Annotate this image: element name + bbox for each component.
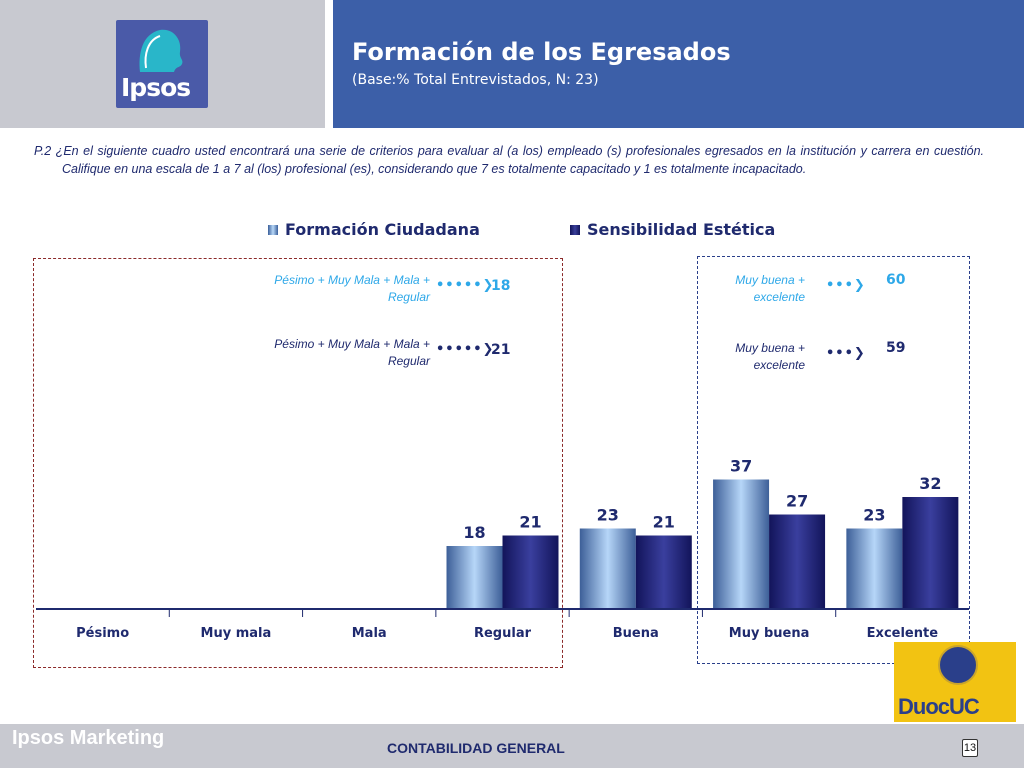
page-number: 13 <box>962 739 978 757</box>
logo-text: Ipsos <box>121 73 191 102</box>
annotation-left-1-value: 18 <box>491 278 511 294</box>
question-text: P.2 ¿En el siguiente cuadro usted encont… <box>34 144 984 176</box>
legend-swatch-formacion <box>268 224 278 235</box>
annotation-right-1-label: Muy buena + excelente <box>735 273 805 304</box>
arrow-icon: •••❯ <box>826 346 866 361</box>
legend-label-formacion: Formación Ciudadana <box>285 220 480 239</box>
bar-sensibilidad <box>635 535 692 609</box>
annotation-right-2-value: 59 <box>886 340 906 356</box>
duoc-uc-logo: DuocUC <box>894 642 1016 722</box>
header-band <box>333 0 1024 128</box>
legend-item-formacion: Formación Ciudadana <box>268 220 480 239</box>
positive-group-box <box>697 256 970 664</box>
footer-brand: Ipsos Marketing <box>12 727 165 749</box>
x-tick-label: Buena <box>613 626 659 641</box>
data-label: 23 <box>597 506 619 525</box>
footer-course: CONTABILIDAD GENERAL <box>387 740 565 756</box>
annotation-left-2-value: 21 <box>491 342 511 358</box>
annotation-left-2-label: Pésimo + Muy Mala + Mala + Regular <box>274 337 430 368</box>
seal-icon <box>938 645 978 685</box>
footer-bar <box>0 724 1024 768</box>
arrow-icon: •••••❯ <box>436 342 495 357</box>
head-silhouette-icon <box>130 24 190 74</box>
legend-label-sensibilidad: Sensibilidad Estética <box>587 220 776 239</box>
legend-swatch-sensibilidad <box>570 224 580 235</box>
annotation-left-1-label: Pésimo + Muy Mala + Mala + Regular <box>274 273 430 304</box>
negative-group-box <box>33 258 563 668</box>
page-title: Formación de los Egresados <box>352 38 731 66</box>
bar-formacion <box>579 528 636 609</box>
annotation-right-2-label: Muy buena + excelente <box>735 341 805 372</box>
arrow-icon: •••❯ <box>826 278 866 293</box>
annotation-right-1-value: 60 <box>886 272 906 288</box>
data-label: 21 <box>653 513 675 532</box>
page-subtitle: (Base:% Total Entrevistados, N: 23) <box>352 72 599 88</box>
duoc-logo-text: DuocUC <box>898 694 980 719</box>
legend-item-sensibilidad: Sensibilidad Estética <box>570 220 775 239</box>
arrow-icon: •••••❯ <box>436 278 495 293</box>
ipsos-logo: Ipsos <box>116 20 208 108</box>
